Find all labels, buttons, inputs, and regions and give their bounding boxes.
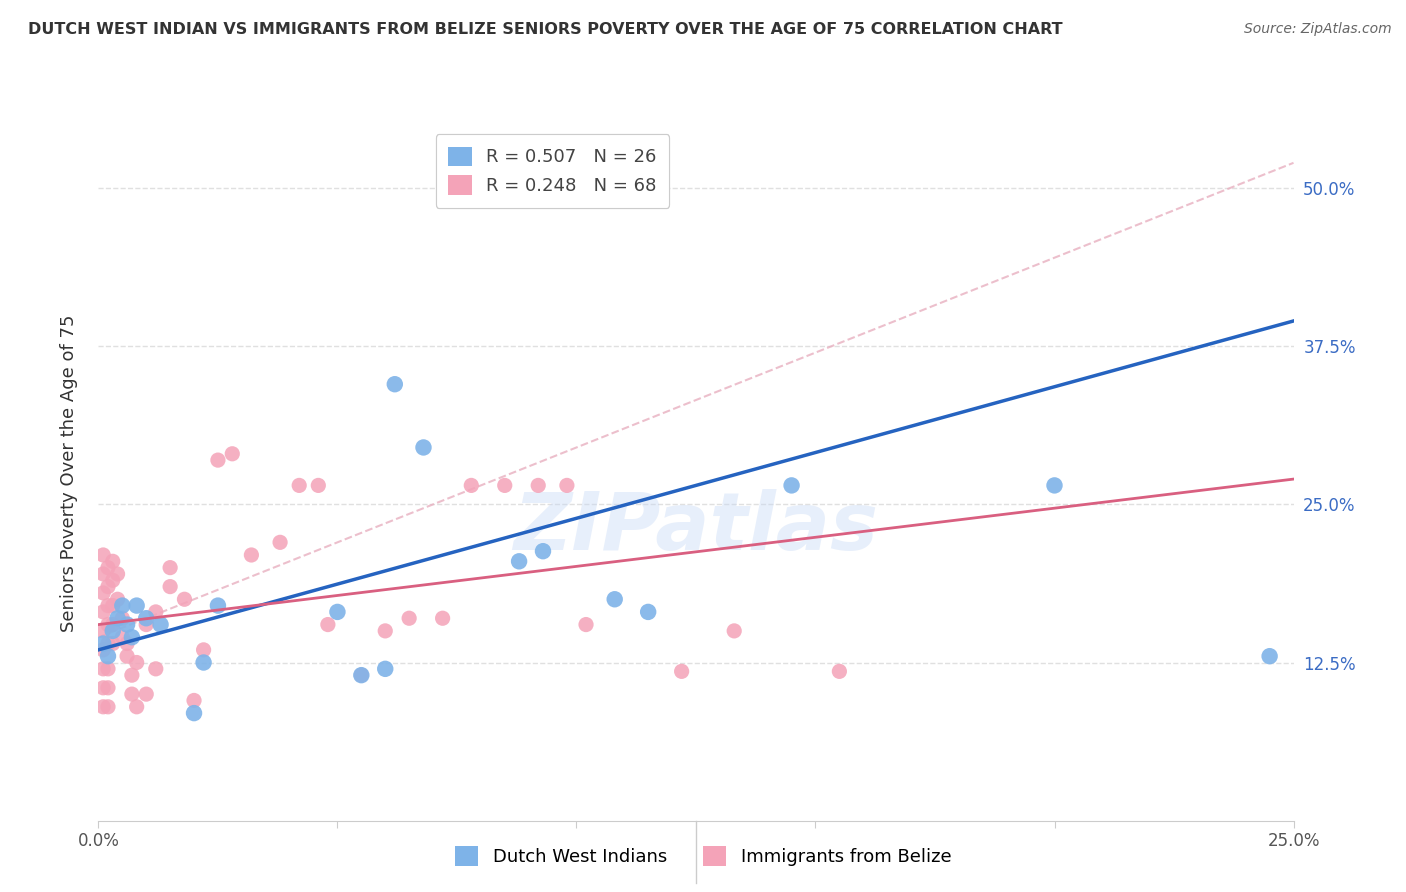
Point (125, 599, 148, 613)
Point (111, 630, 134, 644)
Point (101, 617, 124, 632)
Point (111, 611, 134, 625)
Point (221, 447, 243, 461)
Point (91, 586, 114, 600)
Point (121, 687, 143, 701)
Point (603, 592, 626, 607)
Point (97, 599, 120, 613)
Point (91, 643, 114, 657)
Point (91, 636, 114, 650)
Legend: Dutch West Indians, Immigrants from Belize: Dutch West Indians, Immigrants from Beli… (441, 833, 965, 879)
Point (149, 617, 172, 632)
Point (107, 566, 129, 581)
Point (107, 592, 129, 607)
Point (101, 599, 124, 613)
Point (91, 699, 114, 714)
Point (527, 478, 550, 492)
Text: DUTCH WEST INDIAN VS IMMIGRANTS FROM BELIZE SENIORS POVERTY OVER THE AGE OF 75 C: DUTCH WEST INDIAN VS IMMIGRANTS FROM BEL… (28, 22, 1063, 37)
Point (101, 636, 124, 650)
Point (307, 478, 329, 492)
Point (384, 377, 406, 392)
Point (135, 617, 157, 632)
Point (780, 478, 803, 492)
Point (101, 554, 124, 568)
Point (97, 681, 120, 695)
Point (350, 668, 373, 682)
Point (240, 548, 263, 562)
Point (350, 668, 373, 682)
Point (575, 617, 598, 632)
Point (111, 599, 134, 613)
Point (828, 665, 851, 679)
Point (135, 687, 157, 701)
Point (326, 605, 349, 619)
Point (97, 649, 120, 664)
Point (97, 580, 120, 594)
Point (107, 611, 129, 625)
Point (374, 624, 396, 638)
Point (121, 668, 143, 682)
Point (460, 478, 482, 492)
Point (97, 662, 120, 676)
Point (91, 605, 114, 619)
Point (159, 560, 181, 574)
Point (207, 599, 229, 613)
Point (508, 554, 530, 568)
Point (183, 706, 205, 720)
Point (125, 656, 148, 670)
Point (97, 699, 120, 714)
Point (91, 566, 114, 581)
Point (101, 624, 124, 638)
Point (173, 592, 195, 607)
Point (1043, 478, 1066, 492)
Legend: R = 0.507   N = 26, R = 0.248   N = 68: R = 0.507 N = 26, R = 0.248 N = 68 (436, 134, 669, 208)
Point (207, 453, 229, 467)
Point (145, 662, 167, 676)
Point (531, 544, 554, 558)
Point (159, 580, 181, 594)
Point (1258, 649, 1281, 664)
Point (97, 560, 120, 574)
Point (555, 194, 578, 208)
Point (723, 624, 745, 638)
Point (269, 535, 291, 549)
Point (91, 548, 114, 562)
Text: ZIPatlas: ZIPatlas (513, 490, 879, 567)
Point (135, 611, 157, 625)
Point (115, 617, 138, 632)
Point (97, 636, 120, 650)
Point (412, 441, 434, 455)
Point (115, 636, 138, 650)
Point (121, 630, 143, 644)
Point (115, 649, 138, 664)
Point (97, 617, 120, 632)
Point (91, 662, 114, 676)
Text: Source: ZipAtlas.com: Source: ZipAtlas.com (1244, 22, 1392, 37)
Point (494, 478, 516, 492)
Point (374, 662, 396, 676)
Point (91, 624, 114, 638)
Point (671, 665, 693, 679)
Point (637, 605, 659, 619)
Point (555, 478, 578, 492)
Point (288, 478, 311, 492)
Point (101, 574, 124, 588)
Point (193, 643, 215, 657)
Point (125, 699, 148, 714)
Point (316, 617, 339, 632)
Point (145, 605, 167, 619)
Point (183, 693, 205, 707)
Point (398, 611, 420, 625)
Y-axis label: Seniors Poverty Over the Age of 75: Seniors Poverty Over the Age of 75 (59, 314, 77, 632)
Point (432, 611, 454, 625)
Point (193, 656, 215, 670)
Point (91, 681, 114, 695)
